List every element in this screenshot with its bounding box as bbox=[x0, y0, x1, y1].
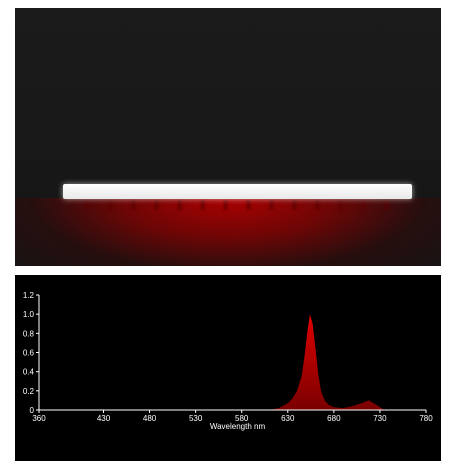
x-tick-label: 680 bbox=[327, 414, 341, 423]
y-tick-label: 0.2 bbox=[23, 387, 35, 396]
spectrum-area bbox=[269, 314, 385, 410]
y-tick-label: 1.2 bbox=[23, 291, 35, 300]
y-tick-label: 1.0 bbox=[23, 310, 35, 319]
led-dots bbox=[75, 200, 405, 210]
led-bar bbox=[63, 184, 412, 199]
led-strip-photo bbox=[15, 8, 441, 266]
y-tick-label: 0.4 bbox=[23, 368, 35, 377]
x-axis-title: Wavelength nm bbox=[210, 422, 266, 431]
x-tick-label: 480 bbox=[143, 414, 157, 423]
x-tick-label: 530 bbox=[189, 414, 203, 423]
x-tick-label: 360 bbox=[32, 414, 46, 423]
y-tick-label: 0.8 bbox=[23, 329, 35, 338]
y-tick-label: 0 bbox=[30, 406, 35, 415]
plot-area: 0 0.2 0.4 0.6 0.8 1.0 1.2 360 430 480 530 580 630 680… bbox=[23, 291, 433, 431]
x-tick-label: 630 bbox=[281, 414, 295, 423]
y-tick-label: 0.6 bbox=[23, 349, 35, 358]
spectrum-chart-panel: 0 0.2 0.4 0.6 0.8 1.0 1.2 360 430 480 530 580 630 680… bbox=[15, 275, 441, 461]
x-tick-label: 730 bbox=[373, 414, 387, 423]
x-tick-label: 580 bbox=[235, 414, 249, 423]
x-tick-label: 430 bbox=[97, 414, 111, 423]
spectrum-chart: 0 0.2 0.4 0.6 0.8 1.0 1.2 360 430 480 530 580 630 680… bbox=[23, 291, 433, 431]
x-tick-label: 780 bbox=[419, 414, 433, 423]
